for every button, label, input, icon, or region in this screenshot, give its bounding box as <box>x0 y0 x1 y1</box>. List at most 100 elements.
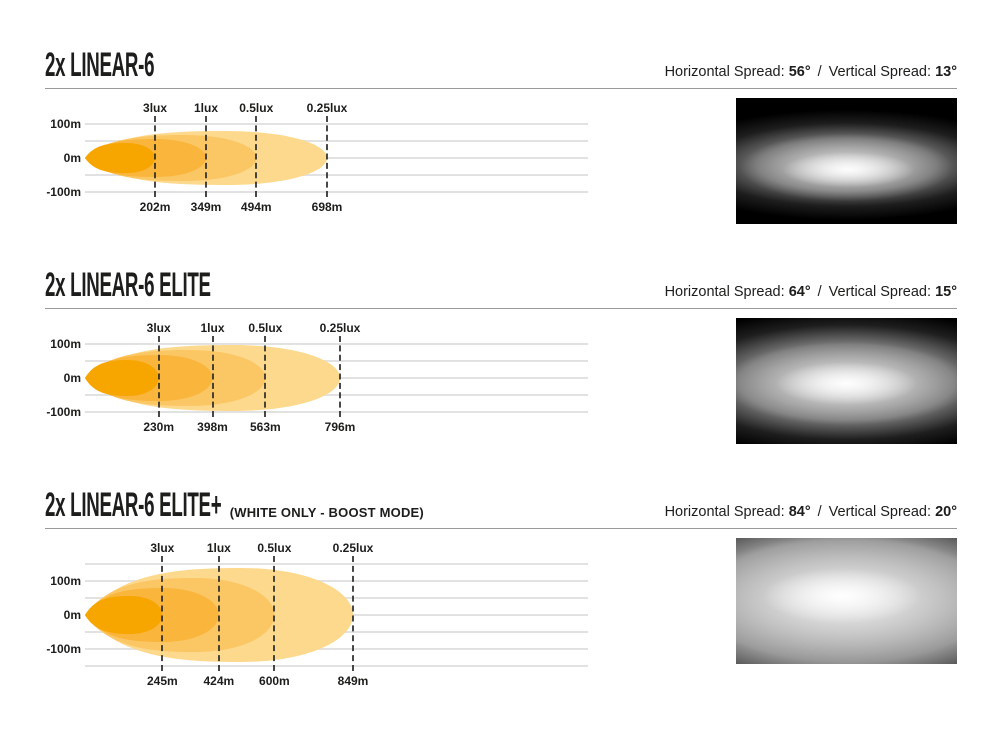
y-axis-label: 100m <box>50 574 81 588</box>
vertical-spread-label: Vertical Spread: <box>828 284 932 300</box>
horizontal-spread-label: Horizontal Spread: <box>664 64 785 80</box>
distance-label: 698m <box>311 200 343 214</box>
gridline <box>85 411 588 413</box>
divider <box>45 528 957 529</box>
spread-specs: Horizontal Spread: 64° / Vertical Spread: … <box>665 284 957 300</box>
lux-dashed-line <box>264 336 267 417</box>
y-axis-label: -100m <box>46 185 81 199</box>
distance-label: 424m <box>203 674 235 688</box>
horizontal-spread-value: 84° <box>788 504 811 520</box>
beam-contour-3lux <box>85 596 163 634</box>
lux-label: 3lux <box>150 541 175 555</box>
beam-distance-chart: 100m 0m -100m 3lux 245m 1lux 424m 0.5lux 600m 0.2… <box>45 542 590 689</box>
beam-photo <box>736 98 957 224</box>
horizontal-spread-label: Horizontal Spread: <box>664 284 785 300</box>
vertical-spread-value: 20° <box>935 504 957 520</box>
y-axis-label: -100m <box>46 405 81 419</box>
spread-specs: Horizontal Spread: 84° / Vertical Spread: … <box>665 504 957 520</box>
product-section-linear6-elite: 2x LINEAR-6 ELITE Horizontal Spread: 64°… <box>45 268 957 444</box>
gridline <box>85 343 588 345</box>
lux-dashed-line <box>217 556 220 671</box>
divider <box>45 88 957 89</box>
distance-label: 563m <box>249 420 281 434</box>
beam-photo <box>736 538 957 664</box>
lux-label: 1lux <box>200 321 225 335</box>
gridline <box>85 563 588 565</box>
gridline <box>85 665 588 667</box>
beam-contours-svg <box>85 568 353 662</box>
horizontal-spread-label: Horizontal Spread: <box>664 504 785 520</box>
section-header: 2x LINEAR-6 ELITE+ (WHITE ONLY - BOOST M… <box>45 488 957 522</box>
lux-label: 0.5lux <box>257 541 292 555</box>
lux-label: 0.25lux <box>319 321 361 335</box>
product-section-linear6: 2x LINEAR-6 Horizontal Spread: 56° / Verti… <box>45 48 957 224</box>
lux-label: 1lux <box>206 541 231 555</box>
beam-distance-chart: 100m 0m -100m 3lux 202m 1lux 349m 0.5lux 494m 0.2… <box>45 102 590 215</box>
beam-photo <box>736 318 957 444</box>
product-title: 2x LINEAR-6 <box>45 46 155 84</box>
gridline <box>85 140 588 142</box>
horizontal-spread-value: 64° <box>788 284 811 300</box>
product-section-linear6-elite-plus: 2x LINEAR-6 ELITE+ (WHITE ONLY - BOOST M… <box>45 488 957 689</box>
divider <box>45 308 957 309</box>
section-header: 2x LINEAR-6 Horizontal Spread: 56° / Verti… <box>45 48 957 82</box>
spread-specs: Horizontal Spread: 56° / Vertical Spread: … <box>665 64 957 80</box>
horizontal-spread-value: 56° <box>788 64 811 80</box>
spread-separator: / <box>817 284 822 300</box>
distance-label: 245m <box>146 674 178 688</box>
gridline <box>85 191 588 193</box>
spread-separator: / <box>817 504 822 520</box>
gridline <box>85 648 588 650</box>
y-axis-label: 0m <box>63 608 81 622</box>
lux-dashed-line <box>157 336 160 417</box>
lux-label: 0.25lux <box>306 101 348 115</box>
section-header: 2x LINEAR-6 ELITE Horizontal Spread: 64°… <box>45 268 957 302</box>
distance-label: 849m <box>337 674 369 688</box>
y-axis-label: 0m <box>63 371 81 385</box>
vertical-spread-value: 15° <box>935 284 957 300</box>
gridline <box>85 580 588 582</box>
lux-dashed-line <box>161 556 164 671</box>
y-axis-label: -100m <box>46 642 81 656</box>
vertical-spread-value: 13° <box>935 64 957 80</box>
beam-contour-3lux <box>85 360 159 396</box>
product-title: 2x LINEAR-6 ELITE <box>45 266 211 304</box>
lux-dashed-line <box>255 116 258 197</box>
distance-label: 494m <box>240 200 272 214</box>
lux-dashed-line <box>326 116 328 197</box>
lux-dashed-line <box>352 556 354 671</box>
vertical-spread-label: Vertical Spread: <box>828 504 932 520</box>
lux-dashed-line <box>154 116 157 197</box>
product-subtitle: (WHITE ONLY - BOOST MODE) <box>229 505 424 520</box>
gridline <box>85 157 588 159</box>
gridline <box>85 174 588 176</box>
y-axis-label: 100m <box>50 337 81 351</box>
distance-label: 202m <box>139 200 171 214</box>
lux-label: 3lux <box>146 321 171 335</box>
beam-contours-svg <box>85 345 340 411</box>
y-axis-label: 100m <box>50 117 81 131</box>
spread-separator: / <box>817 64 822 80</box>
beam-distance-chart: 100m 0m -100m 3lux 230m 1lux 398m 0.5lux 563m 0.2… <box>45 322 590 435</box>
lux-label: 0.5lux <box>248 321 283 335</box>
lux-dashed-line <box>205 116 207 197</box>
distance-label: 230m <box>143 420 175 434</box>
distance-label: 600m <box>259 674 290 688</box>
gridline <box>85 394 588 396</box>
vertical-spread-label: Vertical Spread: <box>828 64 932 80</box>
distance-label: 796m <box>324 420 356 434</box>
gridline <box>85 123 588 125</box>
lux-label: 0.5lux <box>239 101 274 115</box>
lux-label: 0.25lux <box>332 541 374 555</box>
distance-label: 349m <box>190 200 222 214</box>
beam-contour-3lux <box>85 143 155 173</box>
lux-label: 1lux <box>193 101 218 115</box>
lux-dashed-line <box>339 336 341 417</box>
lux-dashed-line <box>273 556 276 671</box>
product-title: 2x LINEAR-6 ELITE+ <box>45 486 222 524</box>
distance-label: 398m <box>197 420 228 434</box>
lux-dashed-line <box>211 336 214 417</box>
lux-label: 3lux <box>143 101 168 115</box>
y-axis-label: 0m <box>63 151 81 165</box>
